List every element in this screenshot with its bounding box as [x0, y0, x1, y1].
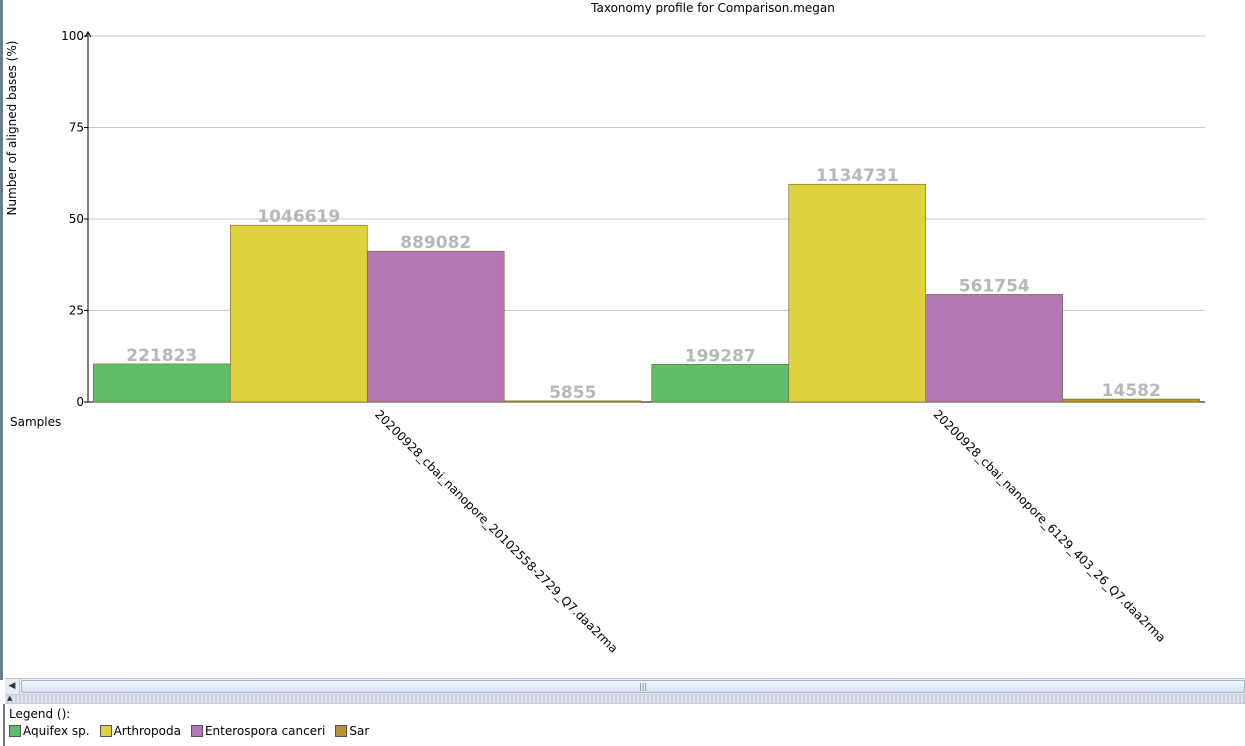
legend-swatch [9, 725, 21, 737]
legend-swatch [335, 725, 348, 737]
bar-sar [1062, 398, 1201, 403]
scroll-grip-icon: ||| [639, 682, 648, 691]
legend-item: Aquifex sp. [9, 724, 90, 738]
legend-panel: Legend (): Aquifex sp. Arthropoda Enterosp… [3, 704, 1245, 746]
bar-value-label: 5855 [549, 383, 596, 403]
bar-aquifex-sp- [651, 364, 790, 403]
chart-area: Taxonomy profile for Comparison.megan Num… [3, 0, 1245, 678]
legend-swatch [99, 725, 112, 737]
bar-value-label: 561754 [959, 276, 1030, 296]
horizontal-scrollbar[interactable]: ◀ ||| [5, 678, 1245, 694]
chart-title: Taxonomy profile for Comparison.megan [590, 1, 835, 15]
y-tick-label: 100 [61, 29, 84, 43]
bar-value-label: 221823 [126, 346, 197, 366]
legend-items: Aquifex sp. Arthropoda Enterospora canceri… [9, 723, 379, 739]
bar-value-label: 889082 [400, 233, 471, 253]
bar-value-label: 1134731 [816, 166, 899, 186]
bar-enterospora-canceri [366, 250, 505, 403]
bar-value-label: 1046619 [257, 207, 340, 227]
left-border [0, 0, 3, 680]
legend-swatch [190, 725, 203, 737]
bar-enterospora-canceri [925, 294, 1064, 403]
legend-item: Arthropoda [99, 724, 181, 738]
bar-value-label: 199287 [685, 346, 756, 366]
y-axis-arrow-icon [84, 31, 92, 38]
bar-arthropoda [788, 183, 927, 403]
y-tick-label: 25 [69, 304, 84, 318]
y-tick-label: 50 [69, 212, 84, 226]
bar-value-label: 14582 [1102, 381, 1161, 401]
legend-label: Aquifex sp. [23, 724, 90, 738]
y-tick-label: 75 [69, 121, 84, 135]
legend-label: Sar [349, 724, 370, 738]
chart-svg: Taxonomy profile for Comparison.megan Num… [5, 1, 1205, 656]
y-axis-label: Number of aligned bases (%) [5, 41, 19, 216]
bar-sar [503, 400, 642, 403]
legend-label: Arthropoda [113, 724, 181, 738]
bar-arthropoda [229, 224, 368, 403]
scroll-left-arrow-icon[interactable]: ◀ [5, 679, 20, 694]
x-axis-label: Samples [10, 415, 61, 429]
scroll-thumb[interactable]: ||| [21, 680, 1245, 693]
legend-item: Sar [335, 724, 369, 738]
x-category-label: 20200928_cbai_nanopore_6129_403_26_Q7.da… [931, 407, 1169, 645]
split-pane-divider[interactable]: ▲▼ [5, 694, 1245, 711]
y-tick-label: 0 [76, 395, 84, 409]
legend-label: Enterospora canceri [204, 724, 326, 738]
x-category-label: 20200928_cbai_nanopore_20102558-2729_Q7.… [372, 407, 621, 656]
legend-title: Legend (): [9, 707, 71, 721]
legend-item: Enterospora canceri [190, 724, 326, 738]
bar-aquifex-sp- [92, 363, 231, 403]
